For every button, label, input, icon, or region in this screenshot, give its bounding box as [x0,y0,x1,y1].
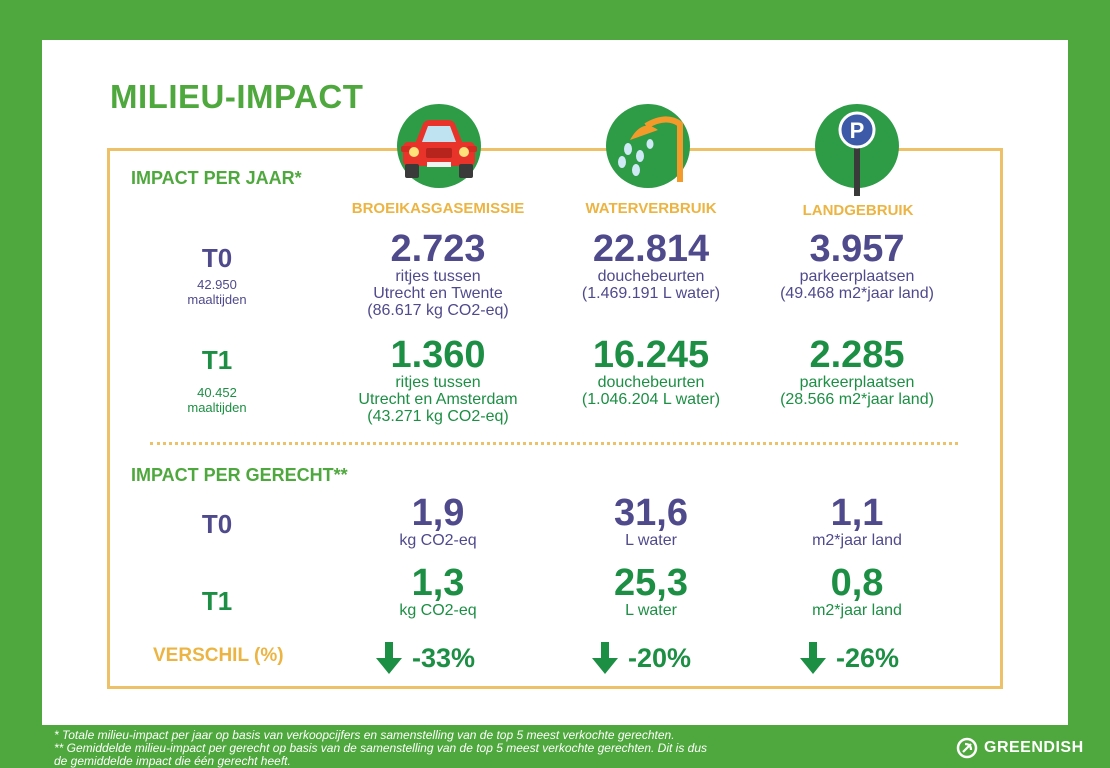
verschil-emissie: -33% [376,642,475,674]
section-divider [150,442,958,445]
t1-meal-count: 40.452 maaltijden [167,385,267,415]
verschil-land-value: -26% [836,642,900,673]
gerecht-t0-emissie-value: 1,9 [411,492,465,534]
t0-water: 22.814 douchebeurten (1.469.191 L water) [531,230,771,302]
footnotes: * Totale milieu-impact per jaar op basis… [54,729,854,768]
t1-unit: maaltijden [187,400,247,415]
svg-text:P: P [850,118,865,143]
t0-water-line1: douchebeurten [597,268,705,285]
gerecht-t1-land-value: 0,8 [830,562,884,604]
t0-land: 3.957 parkeerplaatsen (49.468 m2*jaar la… [737,230,977,302]
t1-land-line2: (28.566 m2*jaar land) [780,391,934,408]
footnote-1: * Totale milieu-impact per jaar op basis… [54,728,675,742]
t1-water-value: 16.245 [592,334,710,376]
t0-land-value: 3.957 [809,228,905,270]
arrow-down-icon [592,642,618,674]
t1-land-value: 2.285 [809,334,905,376]
parking-sign-icon: P [815,104,899,196]
gerecht-t1-water: 25,3 L water [531,564,771,619]
greendish-logo-icon [956,737,978,759]
gerecht-t0-emissie: 1,9 kg CO2-eq [318,494,558,549]
col-waterverbruik: WATERVERBRUIK [585,200,717,217]
t1-land-line1: parkeerplaatsen [799,374,915,391]
t1-water: 16.245 douchebeurten (1.046.204 L water) [531,336,771,408]
verschil-water-value: -20% [628,642,692,673]
impact-per-jaar-heading: IMPACT PER JAAR* [131,168,302,188]
t0-emissie-line3: (86.617 kg CO2-eq) [367,302,509,319]
t1-emissie-line1: ritjes tussen [395,374,481,391]
row-label-t1: T1 [201,345,233,375]
gerecht-t1-emissie-unit: kg CO2-eq [399,602,477,619]
gerecht-t1-land: 0,8 m2*jaar land [737,564,977,619]
gerecht-t0-water: 31,6 L water [531,494,771,549]
impact-per-gerecht-heading: IMPACT PER GERECHT** [131,465,348,485]
impact-frame [107,148,1003,689]
gerecht-t0-water-unit: L water [625,532,677,549]
verschil-emissie-value: -33% [412,642,476,673]
t0-water-line2: (1.469.191 L water) [581,285,721,302]
gerecht-t0-land-unit: m2*jaar land [812,532,902,549]
arrow-down-icon [800,642,826,674]
gerecht-t1-water-value: 25,3 [614,562,688,604]
gerecht-t0-land: 1,1 m2*jaar land [737,494,977,549]
t1-emissie-value: 1.360 [390,334,486,376]
shower-icon [606,104,690,188]
gerecht-t1-land-unit: m2*jaar land [812,602,902,619]
car-icon [397,104,481,188]
brand-logo: GREENDISH [956,737,1084,759]
brand-name: GREENDISH [984,739,1084,756]
arrow-down-icon [376,642,402,674]
t0-emissie-line1: ritjes tussen [395,268,481,285]
t1-count: 40.452 [197,385,237,400]
t1-water-line2: (1.046.204 L water) [581,391,721,408]
t1-emissie-line3: (43.271 kg CO2-eq) [367,408,509,425]
verschil-land: -26% [800,642,899,674]
verschil-water: -20% [592,642,691,674]
t0-emissie-line2: Utrecht en Twente [373,285,503,302]
col-broeikasgasemissie: BROEIKASGASEMISSIE [351,200,525,217]
page-title: MILIEU-IMPACT [110,78,364,115]
t0-water-value: 22.814 [592,228,710,270]
col-landgebruik: LANDGEBRUIK [802,202,914,219]
gerecht-row-label-t0: T0 [201,509,233,539]
gerecht-t1-water-unit: L water [625,602,677,619]
gerecht-row-label-t1: T1 [201,586,233,616]
gerecht-t1-emissie-value: 1,3 [411,562,465,604]
footnote-2: ** Gemiddelde milieu-impact per gerecht … [54,741,708,755]
t0-land-line2: (49.468 m2*jaar land) [780,285,934,302]
footnote-3: de gemiddelde impact die één gerecht hee… [54,754,291,768]
t0-meal-count: 42.950 maaltijden [167,277,267,307]
t0-unit: maaltijden [187,292,247,307]
t0-land-line1: parkeerplaatsen [799,268,915,285]
t1-emissie-line2: Utrecht en Amsterdam [358,391,518,408]
gerecht-t1-emissie: 1,3 kg CO2-eq [318,564,558,619]
t1-emissie: 1.360 ritjes tussen Utrecht en Amsterdam… [318,336,558,425]
gerecht-t0-land-value: 1,1 [830,492,884,534]
t1-water-line1: douchebeurten [597,374,705,391]
verschil-label: VERSCHIL (%) [153,645,284,666]
row-label-t0: T0 [201,243,233,273]
gerecht-t0-emissie-unit: kg CO2-eq [399,532,477,549]
t0-count: 42.950 [197,277,237,292]
t0-emissie: 2.723 ritjes tussen Utrecht en Twente (8… [318,230,558,319]
t0-emissie-value: 2.723 [390,228,486,270]
t1-land: 2.285 parkeerplaatsen (28.566 m2*jaar la… [737,336,977,408]
gerecht-t0-water-value: 31,6 [614,492,688,534]
